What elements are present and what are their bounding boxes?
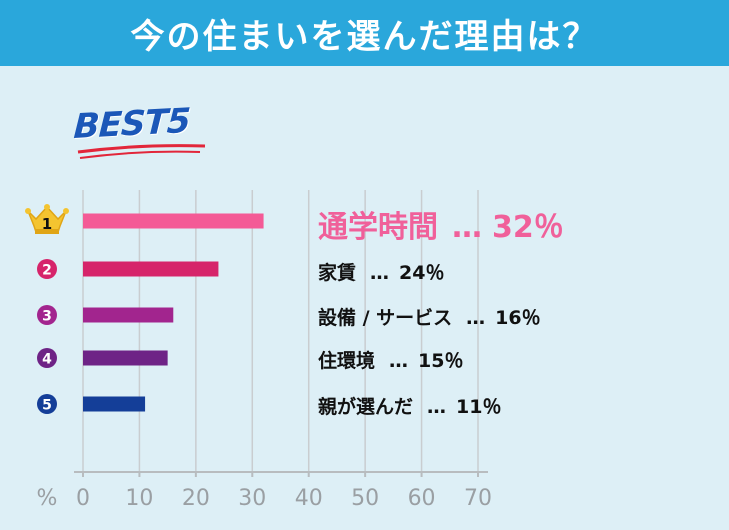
ranking-label-row: 親が選んだ … 11％ (318, 392, 501, 419)
item-value: 24％ (399, 262, 445, 285)
item-dots: … (427, 396, 447, 419)
rank-circle-5 (37, 394, 57, 414)
item-dots: … (389, 350, 409, 373)
x-axis-unit: % (37, 486, 58, 511)
tick-label: 50 (351, 486, 379, 511)
rank-number: 1 (42, 215, 52, 233)
tick-label: 0 (76, 486, 90, 511)
ranking-label-row: 住環境 … 15％ (318, 346, 463, 373)
bar-rank-1 (83, 213, 264, 229)
item-label: 家賃 (318, 262, 357, 285)
item-value: 32％ (492, 210, 564, 246)
item-label: 住環境 (318, 350, 376, 373)
ranking-label-row: 通学時間 … 32％ (318, 202, 564, 246)
tick-label: 30 (238, 486, 266, 511)
best5-underline (77, 144, 206, 154)
page-title: 今の住まいを選んだ理由は？ (0, 0, 729, 66)
tick-label: 40 (295, 486, 323, 511)
crown-icon-tip (44, 204, 50, 210)
crown-icon-tip (63, 208, 69, 214)
tick-label: 20 (182, 486, 210, 511)
crown-icon-tip (25, 208, 31, 214)
rank-circle-4 (37, 348, 57, 368)
bar-rank-5 (83, 396, 146, 412)
item-value: 11％ (456, 396, 502, 419)
item-value: 15％ (418, 350, 464, 373)
rank-circle-3 (37, 305, 57, 325)
item-label: 親が選んだ (318, 396, 414, 419)
ranking-label-row: 設備 / サービス … 16％ (318, 303, 541, 330)
rank-circle-2 (37, 259, 57, 279)
item-dots: … (370, 262, 390, 285)
item-dots: … (452, 210, 482, 246)
best5-underline (79, 150, 201, 159)
rank-number: 3 (42, 309, 52, 325)
rank-number: 5 (42, 398, 52, 414)
item-value: 16％ (495, 307, 541, 330)
bar-rank-4 (83, 350, 168, 366)
tick-label: 10 (125, 486, 153, 511)
ranking-label-row: 家賃 … 24％ (318, 258, 444, 285)
tick-label: 70 (464, 486, 492, 511)
rank-number: 2 (42, 263, 52, 279)
rank-number: 4 (42, 352, 52, 368)
item-label: 設備 / サービス (318, 307, 453, 330)
bar-rank-2 (83, 261, 219, 277)
bar-rank-3 (83, 307, 174, 323)
tick-label: 60 (408, 486, 436, 511)
item-label: 通学時間 (318, 210, 438, 246)
crown-icon-band (35, 229, 59, 234)
item-dots: … (466, 307, 486, 330)
